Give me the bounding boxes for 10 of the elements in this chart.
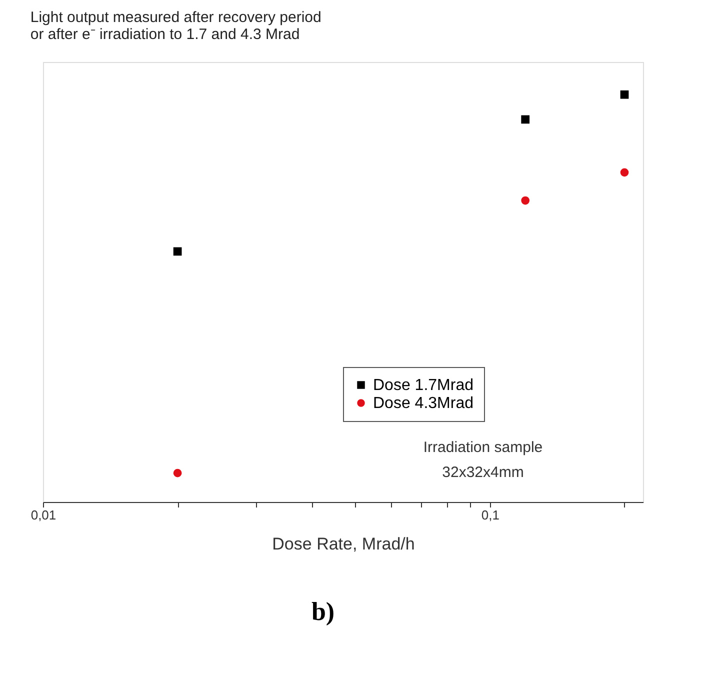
x-tick-label: 0,1 [481,508,500,522]
x-tick-label: 0,01 [30,508,56,522]
text: or after e⁻ irradiation to 1.7 and 4.3 Mrad [30,26,300,43]
text: Light output measured after recovery period [30,9,322,26]
annotation: Irradiation sample [423,439,543,456]
legend-label: Dose 1.7Mrad [373,377,474,394]
annotation: 32x32x4mm [442,464,524,481]
text: b) [311,597,335,626]
x-axis-title: Dose Rate, Mrad/h [272,534,415,554]
legend-label: Dose 4.3Mrad [373,395,474,412]
